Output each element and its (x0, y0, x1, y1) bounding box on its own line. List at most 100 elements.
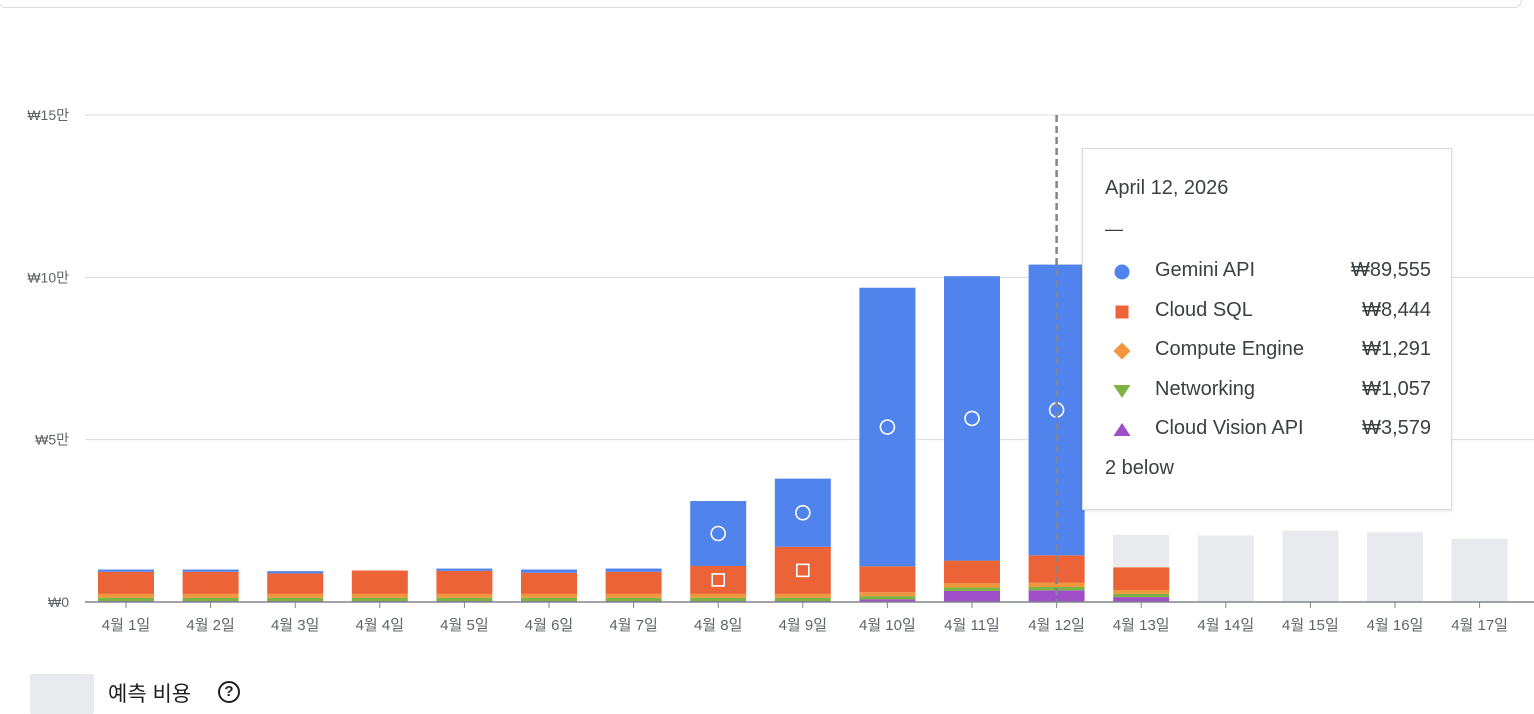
tooltip-series-value: ₩89,555 (1350, 259, 1431, 281)
circle-marker (964, 410, 980, 427)
forecast-legend-swatch (30, 674, 94, 714)
bar-segment-cloud-sql (98, 571, 154, 594)
bar-segment-cloud-vision-api (1028, 590, 1085, 602)
tooltip-series-value: ₩3,579 (1362, 417, 1431, 440)
bar-segment-예측-비용 (1113, 534, 1170, 568)
tooltip-series-name: Networking (1155, 377, 1256, 400)
bar-segment-gemini-api (98, 569, 154, 572)
tooltip-series-name: Cloud Vision API (1155, 417, 1304, 440)
bar-segment-gemini-api (944, 276, 1000, 561)
bar-segment-compute-engine (944, 583, 1000, 588)
tooltip-series-value: ₩8,444 (1362, 298, 1431, 321)
bar-segment-cloud-sql (690, 565, 747, 594)
bar-segment-compute-engine (182, 593, 239, 598)
x-tick-label: 4월 2일 (186, 617, 234, 634)
bar-segment-예측-비용 (1197, 535, 1254, 602)
bar-segment-gemini-api (859, 287, 916, 567)
bar-segment-cloud-vision-api (944, 590, 1000, 602)
tooltip-date: April 12, 2026 (1105, 177, 1229, 199)
bar-segment-예측-비용 (1451, 538, 1508, 602)
triangle-down-icon (1113, 384, 1131, 398)
tooltip-dash: — (1105, 219, 1123, 239)
bar-segment-gemini-api (690, 501, 747, 566)
tooltip-row: Cloud SQL ₩8,444 (1113, 299, 1431, 325)
bar-segment-예측-비용 (1282, 530, 1339, 602)
x-tick-label: 4월 9일 (779, 617, 827, 634)
bar-segment-compute-engine (1028, 582, 1085, 587)
bar-segment-compute-engine (98, 593, 154, 598)
bar-segment-networking (944, 587, 1000, 591)
bar-segment-cloud-sql (1113, 567, 1170, 590)
bar-segment-cloud-sql (605, 571, 662, 594)
bar-segment-compute-engine (690, 593, 747, 598)
x-tick-label: 4월 8일 (694, 617, 742, 634)
square-icon (1115, 305, 1129, 319)
bar-segment-networking (182, 597, 239, 602)
bar-segment-cloud-sql (774, 546, 831, 594)
x-tick-label: 4월 11일 (944, 617, 1000, 634)
tooltip-series-name: Cloud SQL (1155, 298, 1253, 321)
bar-segment-compute-engine (605, 593, 662, 598)
tooltip-more-count: 2 below (1105, 457, 1174, 479)
bar-segment-networking (859, 596, 916, 600)
y-tick-label: ₩5만 (35, 432, 69, 448)
x-tick-label: 4월 4일 (356, 617, 404, 634)
bar-segment-gemini-api (436, 568, 493, 571)
tooltip-row: Cloud Vision API ₩3,579 (1113, 417, 1431, 443)
circle-marker (710, 525, 727, 542)
bar-segment-networking (98, 597, 154, 602)
hover-tooltip: April 12, 2026 — Gemini API ₩89,555 Cloud … (1082, 148, 1452, 510)
bar-segment-cloud-vision-api (1113, 597, 1170, 602)
x-tick-label: 4월 14일 (1197, 617, 1254, 634)
bar-segment-예측-비용 (1367, 532, 1423, 602)
circle-marker (879, 419, 896, 435)
bar-segment-compute-engine (267, 593, 324, 598)
tooltip-row: Gemini API ₩89,555 (1113, 259, 1431, 285)
triangle-up-icon (1113, 423, 1131, 437)
bar-segment-cloud-sql (182, 571, 239, 594)
bar-segment-compute-engine (436, 593, 493, 598)
bar-segment-compute-engine (774, 593, 831, 598)
bar-segment-cloud-sql (436, 570, 493, 594)
bar-segment-gemini-api (182, 569, 239, 572)
bar-segment-networking (267, 597, 324, 602)
bar-segment-networking (605, 597, 662, 602)
tooltip-series-value: ₩1,291 (1362, 338, 1431, 361)
x-tick-label: 4월 12일 (1028, 617, 1085, 634)
bar-segment-cloud-sql (351, 570, 408, 594)
bar-segment-gemini-api (774, 478, 831, 547)
y-tick-label: ₩10만 (27, 269, 69, 285)
circle-icon (1114, 264, 1130, 280)
bar-segment-gemini-api (521, 569, 577, 573)
tooltip-row: Compute Engine ₩1,291 (1113, 338, 1431, 364)
tooltip-series-name: Compute Engine (1155, 338, 1304, 361)
cost-chart[interactable]: ₩0 ₩5만 ₩10만 ₩15만 4월 1일 4월 2일 4월 3일 4월 4일 4월 5일 4월… (0, 0, 1534, 660)
bar-segment-gemini-api (267, 571, 324, 574)
tooltip-series-value: ₩1,057 (1362, 377, 1431, 400)
bar-segment-networking (690, 597, 747, 602)
bar-segment-cloud-sql (521, 572, 577, 594)
bar-segment-gemini-api (605, 568, 662, 572)
tooltip-series-name: Gemini API (1155, 259, 1256, 281)
bar-segment-compute-engine (351, 593, 408, 598)
bar-segment-networking (1113, 593, 1170, 598)
bar-segment-compute-engine (521, 593, 577, 598)
diamond-icon (1113, 342, 1131, 360)
bar-segment-compute-engine (1113, 589, 1170, 594)
square-marker (795, 563, 810, 578)
x-tick-label: 4월 13일 (1113, 617, 1170, 634)
tooltip-row: Networking ₩1,057 (1113, 378, 1431, 404)
x-tick-label: 4월 15일 (1282, 617, 1339, 634)
x-tick-label: 4월 17일 (1451, 617, 1508, 634)
bar-segment-networking (521, 597, 577, 602)
y-tick-label: ₩15만 (27, 107, 69, 123)
x-tick-label: 4월 3일 (271, 617, 319, 634)
bar-segment-compute-engine (859, 592, 916, 597)
bar-segment-cloud-sql (859, 566, 916, 593)
bar-segment-networking (436, 597, 493, 602)
x-tick-label: 4월 5일 (440, 617, 488, 634)
x-tick-label: 4월 7일 (609, 617, 657, 634)
bar-segment-networking (774, 597, 831, 602)
x-tick-label: 4월 6일 (525, 617, 573, 634)
bar-segment-cloud-sql (944, 560, 1000, 584)
